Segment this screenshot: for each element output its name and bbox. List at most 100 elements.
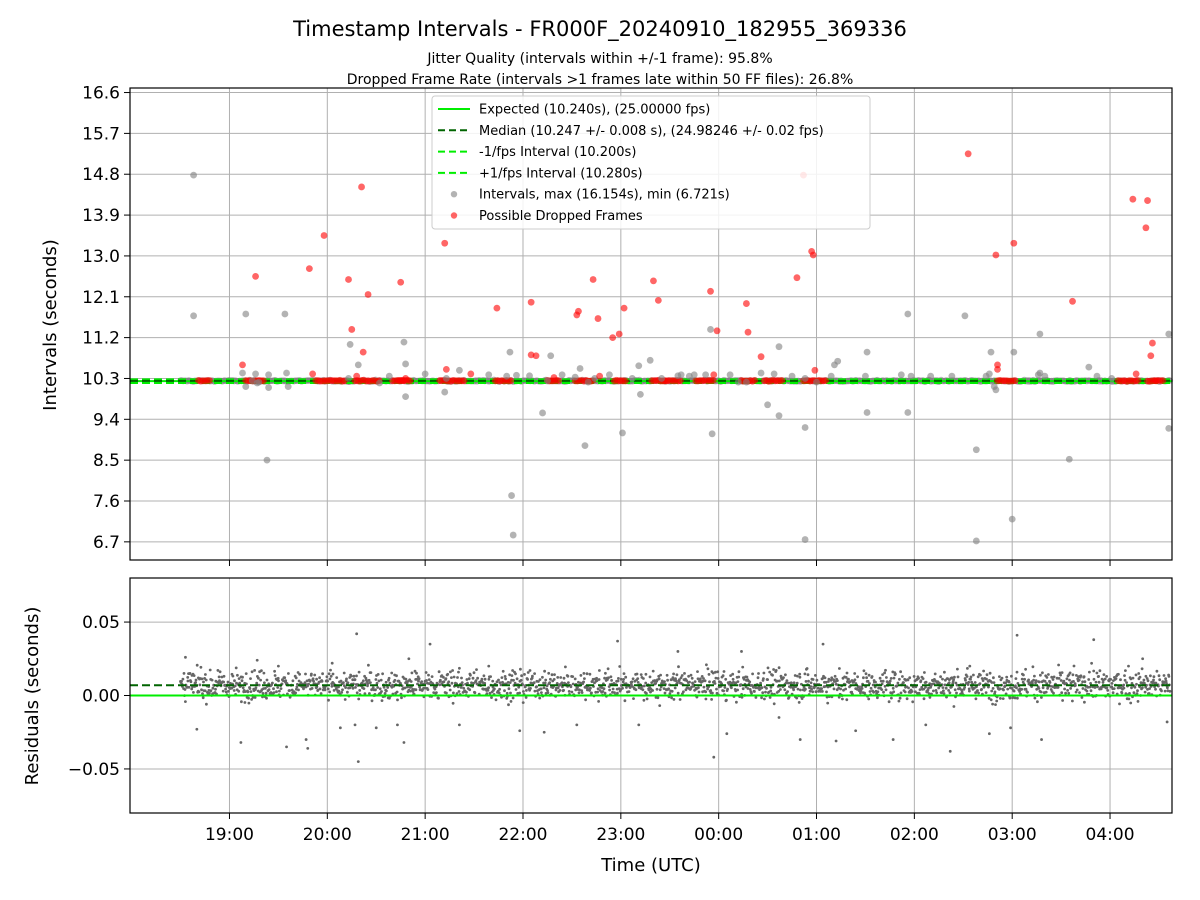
residual-point [406,685,409,689]
residual-point [982,669,985,673]
residual-point [657,677,661,681]
interval-point [907,372,915,380]
residual-point [190,687,194,691]
residual-point [1077,678,1081,682]
residual-point [1081,687,1085,690]
residual-point [765,687,768,690]
residual-point [1043,679,1047,683]
residual-point [756,676,760,680]
residual-point [487,686,490,690]
residual-point [645,692,648,695]
residual-point [826,685,830,689]
residual-point [548,681,552,684]
residual-point [953,688,957,692]
residual-point [1160,689,1163,693]
residual-point [390,671,394,675]
dropped-frame-point [751,377,759,384]
residual-point [338,726,342,730]
residual-point [902,681,905,684]
residual-point [1060,671,1064,674]
residual-point [821,690,824,693]
interval-point [1093,372,1101,380]
residual-point [845,698,849,702]
dropped-frame-point [793,274,801,282]
residual-point [645,697,649,701]
residual-point [254,686,258,690]
residual-point [559,676,563,679]
residual-point [308,679,312,683]
residual-point [825,690,828,694]
residual-point [425,679,428,682]
residual-point [1081,680,1084,684]
interval-point [485,371,493,379]
residual-point [1044,690,1048,694]
residual-point [740,650,743,653]
residual-point [924,685,927,689]
residual-point [998,675,1001,678]
residual-point [208,668,212,672]
interval-point [508,492,515,499]
residual-point [186,676,190,679]
residual-point [503,689,506,693]
dropped-frame-point [621,377,629,385]
residual-point [546,691,550,695]
residual-point [1013,696,1017,700]
residual-point [216,669,220,672]
residual-point [1143,690,1147,694]
residual-point [597,678,601,681]
residual-point [762,671,766,675]
residual-point [634,688,638,692]
residual-point [998,687,1002,691]
legend-label: Intervals, max (16.154s), min (6.721s) [479,188,730,203]
residual-point [411,690,415,693]
residual-point [1110,682,1114,685]
legend-label: Median (10.247 +/- 0.008 s), (24.98246 +… [479,124,824,139]
residual-point [1136,689,1139,693]
dropped-frame-point [809,251,817,259]
residual-point [1164,677,1167,681]
residual-point [777,689,781,693]
residual-point [566,674,570,678]
interval-point [571,373,579,381]
interval-point [834,357,842,365]
residual-point [919,679,923,683]
residual-point [702,677,705,680]
residual-point [950,676,954,680]
residual-point [1082,675,1086,679]
residual-point [939,675,942,679]
residual-point [969,677,972,681]
residual-point [706,687,709,691]
interval-point [726,371,734,379]
residual-point [205,702,208,706]
dropped-frame-point [1147,352,1155,360]
residual-point [186,679,190,683]
interval-point [1165,330,1173,338]
residual-point [238,681,242,685]
residual-point [1007,680,1011,684]
interval-point [927,372,935,380]
residual-point [250,670,254,674]
residual-point [604,671,607,675]
residual-point [509,691,512,695]
residual-point [201,696,205,700]
interval-point [788,372,796,380]
residual-point [789,685,793,689]
residual-point [731,672,735,676]
residual-point [214,687,217,691]
residual-point [807,679,810,683]
residual-point [562,676,566,680]
residual-point [678,698,682,701]
residual-point [346,690,349,694]
interval-point [255,378,263,386]
residual-point [1163,689,1167,693]
legend-label: +1/fps Interval (10.280s) [479,166,643,181]
residual-point [722,670,726,673]
residual-point [283,676,287,680]
residual-point [730,686,733,690]
residual-point [1118,702,1121,706]
residual-point [892,690,896,694]
residual-point [933,672,937,676]
residual-point [589,686,592,690]
residual-point [889,677,893,680]
